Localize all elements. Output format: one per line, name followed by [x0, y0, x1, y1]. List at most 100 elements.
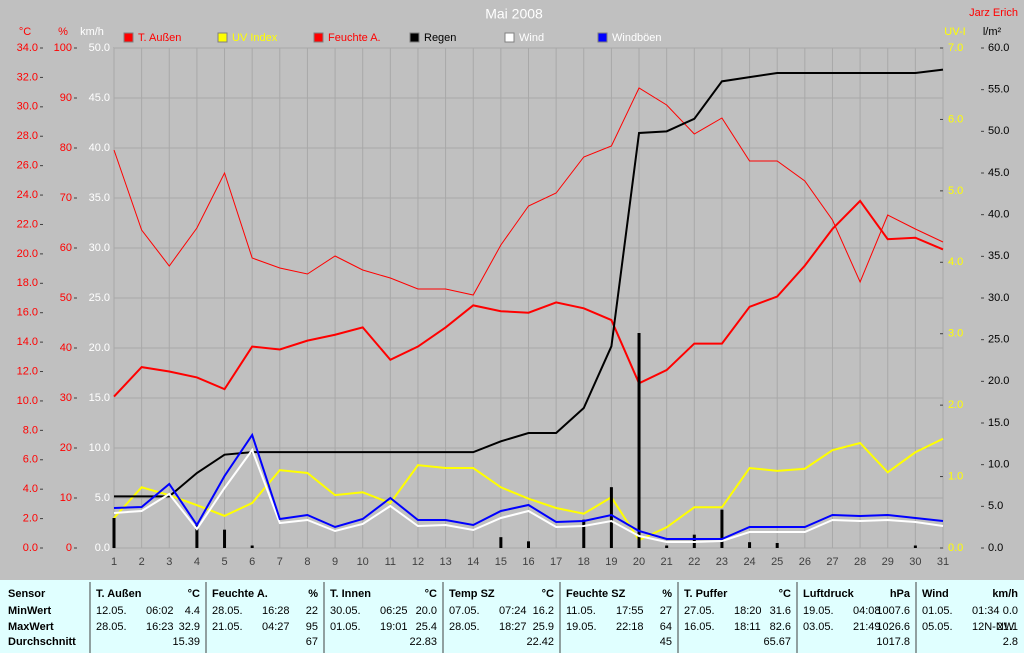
- stat-average: 67: [306, 636, 318, 648]
- stat-value: 16.2: [533, 605, 554, 617]
- x-tick-label: 18: [578, 556, 590, 568]
- y-tick-label: 32.0: [17, 71, 38, 83]
- stat-time: 06:02: [146, 605, 174, 617]
- y-tick-label: 14.0: [17, 336, 38, 348]
- rain-bar: [582, 519, 586, 548]
- y-tick-label: 26.0: [17, 160, 38, 172]
- x-tick-label: 13: [439, 556, 451, 568]
- y-tick-label: 70: [60, 192, 72, 204]
- x-tick-label: 11: [385, 556, 396, 568]
- y-tick-label: 18.0: [17, 277, 38, 289]
- stat-average: 15.39: [172, 636, 200, 648]
- y-tick-label: 0.0: [95, 542, 110, 554]
- y-tick-label: 24.0: [17, 189, 38, 201]
- sensor-unit: °C: [425, 588, 437, 600]
- x-tick-label: 29: [882, 556, 894, 568]
- series-line: [113, 437, 944, 542]
- y-tick-label: 45.0: [89, 92, 110, 104]
- y-tick-label: 25.0: [988, 334, 1009, 346]
- author: Jarz Erich: [969, 7, 1018, 19]
- y-tick-label: 5.0: [948, 185, 963, 197]
- y-tick-label: 100: [54, 42, 72, 54]
- y-tick-label: 90: [60, 92, 72, 104]
- sensor-name: T. Innen: [330, 588, 371, 600]
- rain-bar: [112, 518, 116, 548]
- rain-bar: [223, 529, 227, 548]
- x-tick-label: 9: [332, 556, 338, 568]
- y-tick-label: 50.0: [89, 42, 110, 54]
- x-tick-label: 4: [194, 556, 200, 568]
- y-tick-label: 40.0: [988, 209, 1009, 221]
- rain-bar: [775, 543, 779, 548]
- stat-time: 18:27: [499, 621, 527, 633]
- stat-date: 11.05.: [566, 605, 596, 617]
- legend-label: UV Index: [232, 32, 278, 44]
- legend-swatch: [217, 32, 228, 43]
- rain-bar: [720, 509, 724, 548]
- legend-swatch: [313, 32, 324, 43]
- stat-date: 19.05.: [803, 605, 834, 617]
- y-tick-label: 60.0: [988, 42, 1009, 54]
- x-tick-label: 20: [633, 556, 645, 568]
- y-tick-label: 35.0: [89, 192, 110, 204]
- stats-table: Sensor MinWert MaxWert Durchschnitt T. Außen…: [8, 582, 1018, 653]
- stat-time: 16:28: [262, 605, 290, 617]
- x-tick-label: 16: [522, 556, 534, 568]
- stat-time: 17:55: [616, 605, 644, 617]
- y-tick-label: 40.0: [89, 142, 110, 154]
- x-tick-label: 27: [826, 556, 838, 568]
- stat-date: 30.05.: [330, 605, 361, 617]
- legend-swatch: [409, 32, 420, 43]
- sensor-name: Wind: [922, 588, 949, 600]
- stat-date: 12.05.: [96, 605, 127, 617]
- x-tick-label: 21: [661, 556, 673, 568]
- y-tick-label: 55.0: [988, 84, 1009, 96]
- y-tick-label: 20: [60, 442, 72, 454]
- x-tick-label: 7: [277, 556, 283, 568]
- stat-time: 07:24: [499, 605, 527, 617]
- y-tick-label: 0: [66, 542, 72, 554]
- stat-value: 20.0: [416, 605, 437, 617]
- y-tick-label: 8.0: [23, 424, 38, 436]
- x-tick-label: 24: [743, 556, 755, 568]
- y-tick-label: 20.0: [17, 248, 38, 260]
- y-tick-label: 15.0: [89, 392, 110, 404]
- y-tick-label: 5.0: [95, 492, 110, 504]
- stat-time: 04:08: [853, 605, 881, 617]
- stat-date: 03.05.: [803, 621, 834, 633]
- sensor-unit: hPa: [890, 588, 911, 600]
- stat-value: 25.4: [416, 621, 437, 633]
- stat-date: 01.05.: [330, 621, 361, 633]
- series-line: [113, 432, 944, 540]
- y-tick-label: 30.0: [17, 101, 38, 113]
- y-tick-label: 20.0: [988, 375, 1009, 387]
- stat-date: 05.05.: [922, 621, 953, 633]
- stat-value: 31.6: [770, 605, 791, 617]
- stat-time: 18:20: [734, 605, 762, 617]
- x-tick-label: 6: [249, 556, 255, 568]
- y-tick-label: 16.0: [17, 307, 38, 319]
- x-tick-label: 28: [854, 556, 866, 568]
- stat-time: 04:27: [262, 621, 290, 633]
- sensor-name: Feuchte A.: [212, 588, 268, 600]
- sensor-unit: °C: [188, 588, 200, 600]
- stat-value: 1007.6: [876, 605, 910, 617]
- stat-value: 21.1: [997, 621, 1018, 633]
- axis-title: km/h: [80, 26, 104, 38]
- stat-value: 95: [306, 621, 318, 633]
- y-tick-label: 25.0: [89, 292, 110, 304]
- x-tick-label: 25: [771, 556, 783, 568]
- sensor-unit: %: [662, 588, 672, 600]
- rain-bar: [665, 545, 669, 548]
- y-tick-label: 22.0: [17, 218, 38, 230]
- x-tick-label: 14: [467, 556, 479, 568]
- legend-swatch: [123, 32, 134, 43]
- y-tick-label: 4.0: [23, 483, 38, 495]
- y-tick-label: 0.0: [988, 542, 1003, 554]
- rain-bar: [913, 545, 917, 548]
- x-tick-label: 19: [605, 556, 617, 568]
- y-tick-label: 28.0: [17, 130, 38, 142]
- rain-bar: [195, 524, 199, 548]
- stat-time: 22:18: [616, 621, 644, 633]
- y-tick-label: 30: [60, 392, 72, 404]
